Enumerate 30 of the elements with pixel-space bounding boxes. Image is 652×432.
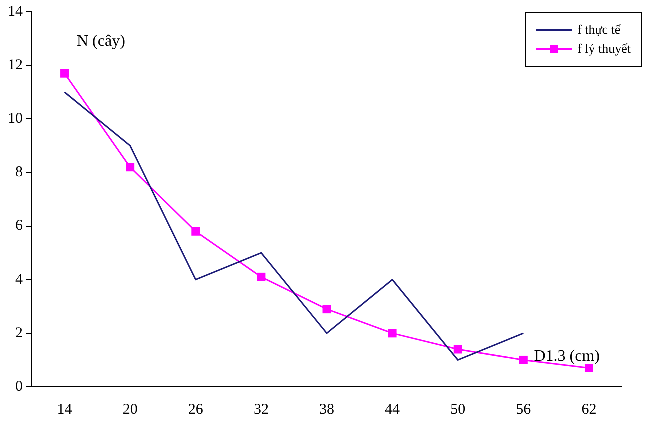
y-tick-label: 0 (16, 378, 23, 395)
x-tick-label: 44 (385, 402, 401, 418)
x-tick-label: 26 (188, 402, 204, 418)
x-tick-label: 38 (320, 402, 334, 418)
y-tick-label: 8 (16, 164, 23, 181)
x-tick-label: 32 (254, 402, 269, 418)
y-tick-label: 2 (16, 325, 23, 342)
point (584, 364, 594, 372)
point (126, 163, 135, 172)
point (60, 69, 70, 78)
x-axis-title: D1.3 (cm) (534, 348, 600, 366)
y-tick-label: 4 (16, 272, 24, 288)
legend-label: f thực tế (578, 22, 621, 38)
point (519, 356, 528, 364)
x-tick-label: 14 (57, 402, 73, 418)
point (257, 272, 266, 282)
y-axis-title: N (cây) (77, 33, 126, 50)
legend-label: f lý thuyết (578, 41, 631, 57)
y-tick-label: 6 (16, 218, 24, 234)
x-tick-label: 20 (122, 402, 138, 418)
x-tick-label: 50 (450, 402, 466, 418)
point (192, 227, 200, 236)
y-tick-label: 14 (8, 4, 24, 20)
point (322, 305, 332, 314)
y-tick-label: 12 (8, 58, 23, 74)
x-tick-label: 56 (516, 402, 532, 418)
point (454, 345, 462, 354)
y-tick-label: 10 (8, 111, 23, 128)
point (388, 329, 397, 338)
x-tick-label: 62 (582, 402, 597, 418)
